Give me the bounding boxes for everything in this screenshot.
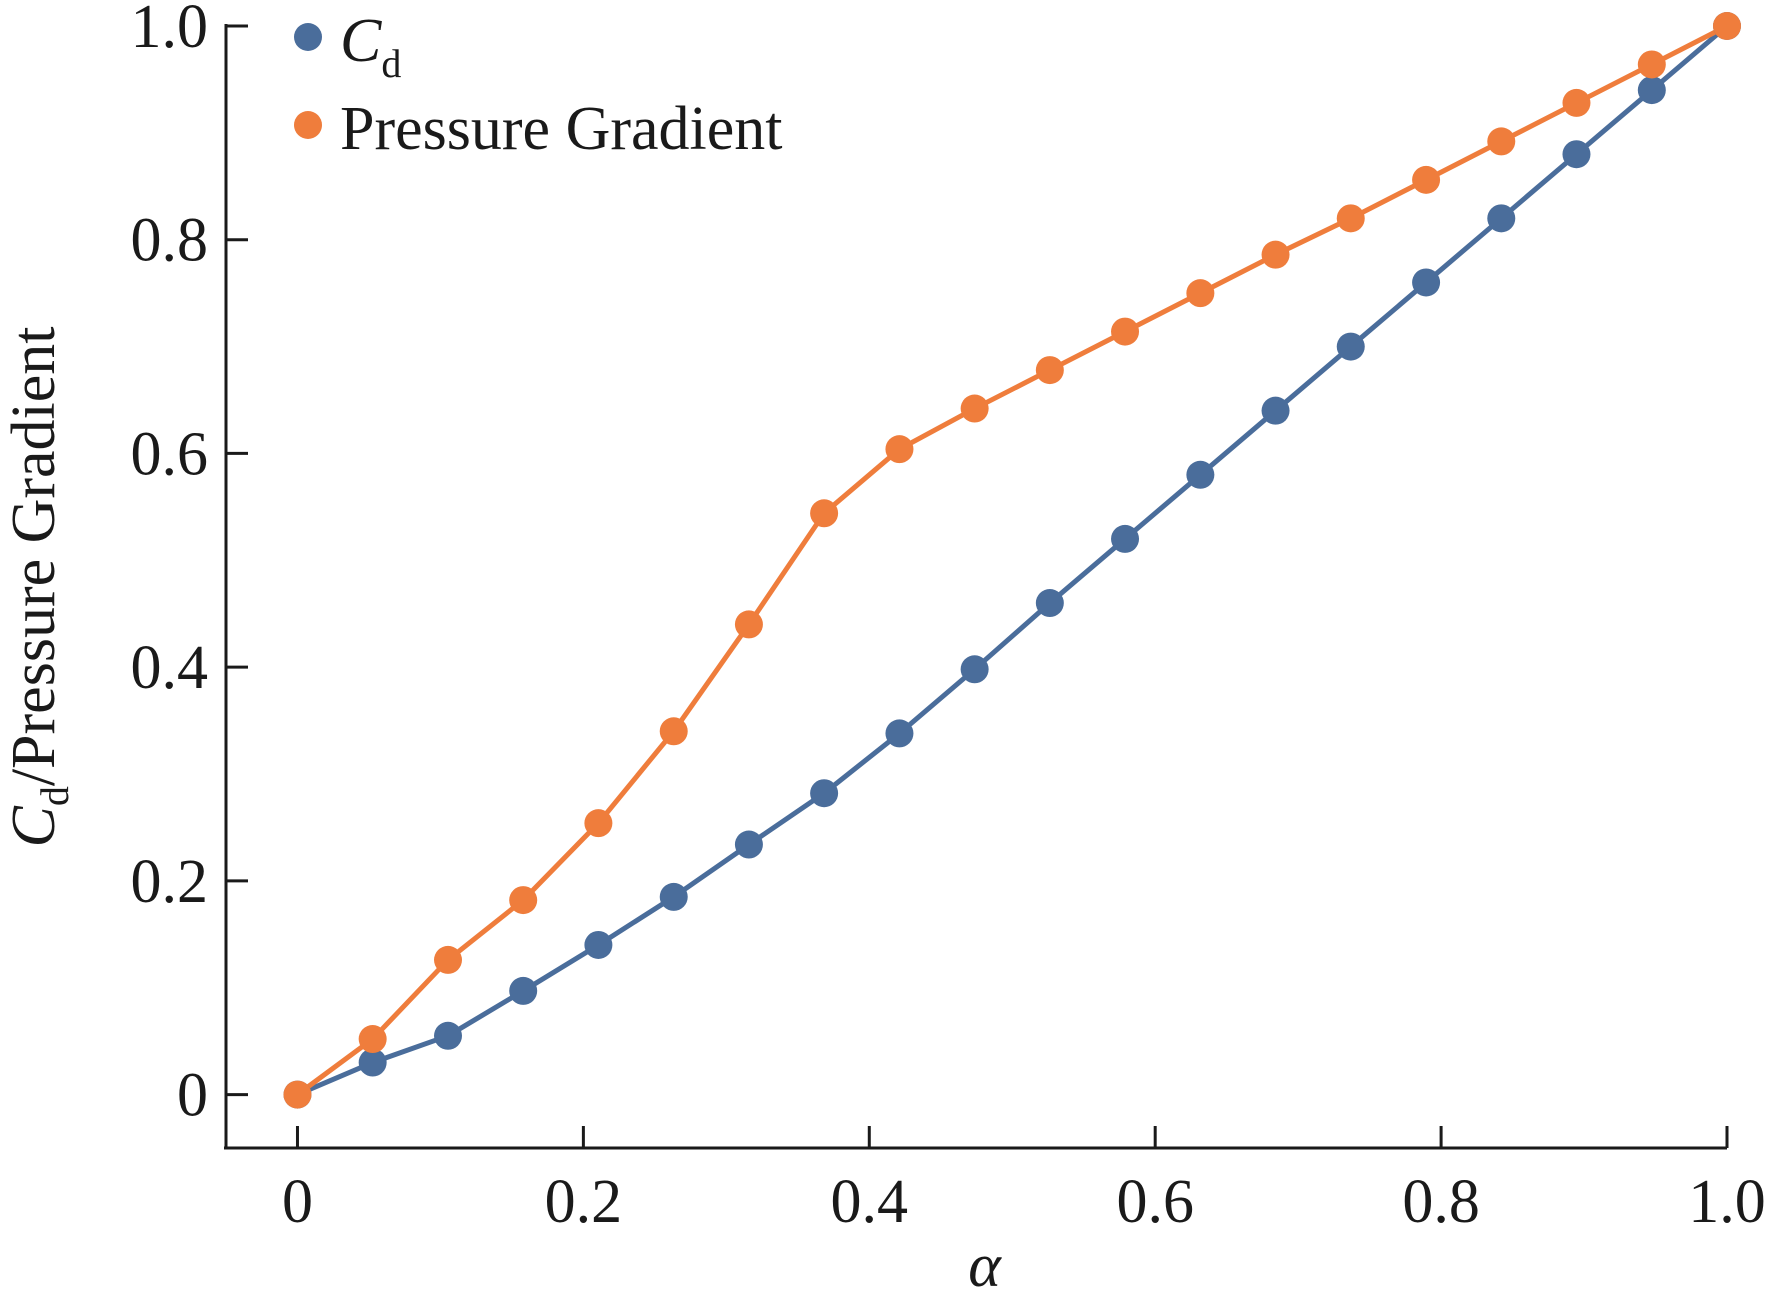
data-point-series-1: [1261, 396, 1290, 425]
data-point-series-2: [1261, 240, 1290, 269]
y-tick-label: 0.8: [131, 207, 209, 275]
y-axis-title-sub: d: [32, 786, 77, 806]
data-point-series-1: [1487, 204, 1516, 233]
y-tick-label: 0.2: [131, 848, 209, 916]
x-tick-label: 0.2: [545, 1168, 623, 1236]
data-point-series-2: [734, 610, 763, 639]
data-point-series-2: [1637, 50, 1666, 79]
legend-label-1: Cd: [340, 7, 401, 86]
legend-label-main: Pressure Gradient: [340, 95, 782, 163]
data-point-series-1: [1562, 140, 1591, 169]
data-point-series-1: [659, 882, 688, 911]
data-point-series-2: [1412, 165, 1441, 194]
data-point-series-2: [584, 809, 613, 838]
x-tick-label: 0.4: [831, 1168, 909, 1236]
data-point-series-1: [810, 779, 839, 808]
data-point-series-2: [885, 435, 914, 464]
legend-marker-2: [294, 111, 322, 139]
data-point-series-2: [358, 1025, 387, 1054]
y-axis-title: Cd/Pressure Gradient: [0, 326, 77, 847]
data-point-series-2: [810, 499, 839, 528]
data-point-series-2: [960, 394, 989, 423]
y-tick-label: 0: [177, 1062, 208, 1130]
legend-label-sub: d: [381, 41, 401, 86]
data-point-series-1: [1637, 76, 1666, 105]
x-tick-label: 0: [282, 1168, 313, 1236]
data-point-series-1: [358, 1048, 387, 1077]
data-point-series-1: [1412, 268, 1441, 297]
legend: Cd Pressure Gradient: [294, 7, 782, 163]
y-tick-label: 0.6: [131, 420, 209, 488]
legend-label-main: C: [340, 7, 382, 75]
data-point-series-1: [885, 719, 914, 748]
data-point-series-1: [1336, 332, 1365, 361]
data-point-series-2: [509, 886, 538, 915]
data-point-series-2: [434, 945, 463, 974]
data-point-series-1: [509, 976, 538, 1005]
legend-label-2: Pressure Gradient: [340, 95, 782, 163]
x-tick-label: 0.6: [1116, 1168, 1194, 1236]
data-point-series-2: [1336, 204, 1365, 233]
y-axis-title-main: C: [0, 806, 68, 848]
series-line-2: [295, 23, 1729, 1097]
legend-marker-1: [294, 23, 322, 51]
data-point-series-1: [1186, 460, 1215, 489]
data-point-series-1: [584, 930, 613, 959]
data-point-series-2: [1487, 127, 1516, 156]
y-tick-label: 0.4: [131, 634, 209, 702]
data-point-series-2: [1111, 317, 1140, 346]
x-tick-label: 0.8: [1402, 1168, 1480, 1236]
data-point-series-1: [1035, 589, 1064, 618]
data-point-series-1: [1111, 524, 1140, 553]
data-point-series-2: [659, 717, 688, 746]
y-tick-label: 1.0: [131, 0, 209, 61]
series-line-1: [296, 24, 1729, 1097]
y-axis-title-rest: /Pressure Gradient: [0, 326, 68, 786]
data-point-series-2: [283, 1080, 312, 1109]
x-axis-title: α: [968, 1232, 1002, 1293]
x-tick-label: 1.0: [1688, 1168, 1766, 1236]
data-point-series-1: [734, 830, 763, 859]
data-point-series-1: [434, 1021, 463, 1050]
data-point-series-1: [960, 655, 989, 684]
data-point-series-2: [1186, 279, 1215, 308]
data-point-series-2: [1713, 12, 1741, 40]
plot-area: [283, 12, 1741, 1109]
data-point-series-2: [1562, 88, 1591, 117]
data-point-series-2: [1035, 356, 1064, 385]
